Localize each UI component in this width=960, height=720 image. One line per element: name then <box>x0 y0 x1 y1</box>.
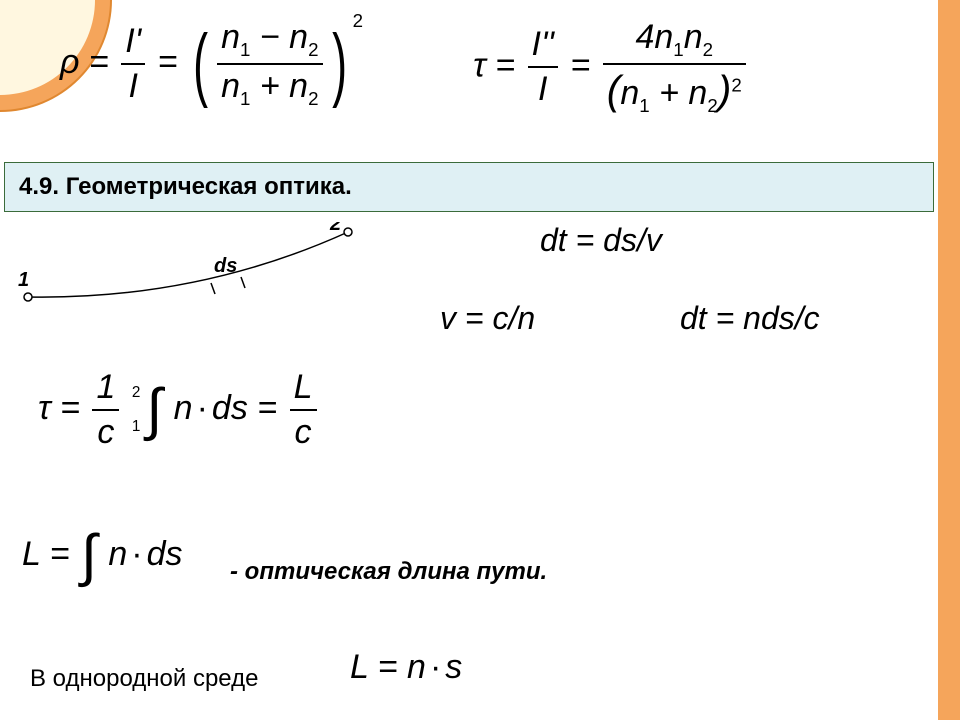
formula-L-ns: L = n·s <box>350 648 462 687</box>
formula-v-cn: v = c/n <box>440 300 535 337</box>
section-header: 4.9. Геометрическая оптика. <box>4 162 934 212</box>
right-stripe <box>938 0 960 720</box>
formula-optical-length: L = ∫ n·ds <box>22 530 183 582</box>
diagram-point1-label: 1 <box>18 269 29 291</box>
homogeneous-label: В однородной среде <box>30 665 258 693</box>
optical-length-label: - оптическая длина пути. <box>230 558 547 586</box>
formula-dt-dsv: dt = ds/v <box>540 222 662 259</box>
formula-tau-integral: τ = 1 c 21∫ n·ds = L c <box>38 368 320 452</box>
diagram-ds-label: ds <box>214 255 237 277</box>
section-number: 4.9. <box>19 173 59 200</box>
formula-reflection-coeff: ρ = I' I = ( n1 − n2 n1 + n2 )2 <box>60 18 363 117</box>
section-title: Геометрическая оптика. <box>66 173 352 200</box>
diagram-point2-label: 2 <box>329 222 341 235</box>
top-formula-row: ρ = I' I = ( n1 − n2 n1 + n2 )2 τ = I'' … <box>60 18 918 117</box>
formula-transmission-coeff: τ = I'' I = 4n1n2 (n1 + n2)2 <box>473 18 749 117</box>
rho-symbol: ρ <box>60 43 79 81</box>
formula-dt-ndsc: dt = nds/c <box>680 300 820 337</box>
ray-path-diagram: 1 2 ds <box>18 222 378 322</box>
slide-content: ρ = I' I = ( n1 − n2 n1 + n2 )2 τ = I'' … <box>0 0 938 720</box>
tau-symbol: τ <box>473 46 486 84</box>
